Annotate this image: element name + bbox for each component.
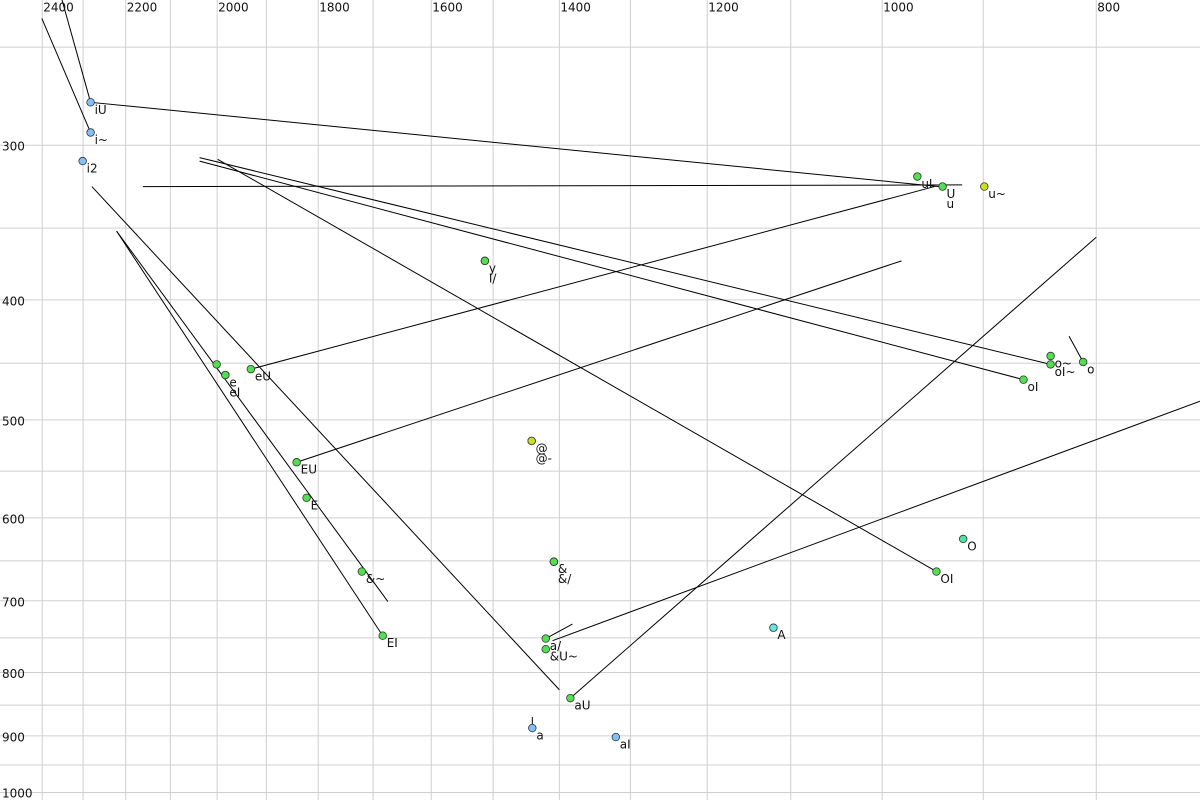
point (913, 172, 922, 181)
point-label: O (967, 539, 976, 553)
point (212, 360, 221, 369)
trajectory (199, 160, 1024, 381)
point-label: A (777, 628, 786, 642)
point-label: eI (229, 386, 240, 400)
point-label: &/ (558, 572, 572, 586)
x-tick-label: 2000 (218, 1, 249, 15)
point (959, 534, 968, 544)
point (221, 370, 230, 380)
trajectory (142, 184, 963, 188)
point (302, 493, 311, 502)
point (611, 732, 620, 742)
point-label: y (489, 261, 496, 275)
x-tick-label: 1600 (432, 1, 463, 15)
trajectory (545, 623, 573, 640)
trajectories (41, 0, 1200, 729)
point-label: EI (387, 636, 398, 650)
y-tick-label: 900 (2, 730, 25, 744)
point-label: u (947, 197, 955, 211)
trajectory (570, 236, 1097, 699)
trajectory (199, 157, 1051, 365)
point (246, 364, 256, 374)
point-label: &U~ (550, 650, 578, 664)
trajectory (61, 0, 92, 103)
point-label: eU (255, 370, 271, 384)
trajectory (1068, 336, 1084, 363)
point-label: aI (620, 738, 631, 752)
point (378, 631, 387, 640)
trajectory (91, 186, 560, 691)
point (357, 567, 367, 576)
point-label: oI (1028, 380, 1039, 394)
point (292, 458, 301, 467)
trajectory (217, 158, 937, 572)
point (980, 182, 989, 191)
point (1046, 351, 1055, 361)
point-label: @ (536, 441, 548, 455)
x-tick-label: 1000 (883, 1, 914, 15)
point-label: i~ (95, 133, 108, 147)
y-tick-label: 500 (2, 414, 25, 428)
point-label: iU (95, 103, 107, 117)
y-tick-label: 700 (2, 595, 25, 609)
x-tick-label: 1200 (708, 1, 739, 15)
point-label: & (558, 562, 567, 576)
trajectory (296, 260, 902, 463)
point-label: E (311, 498, 319, 512)
point-label: i2 (87, 162, 98, 176)
point-label: e (229, 376, 236, 390)
point-label: a/ (550, 639, 562, 653)
point (932, 567, 941, 576)
y-tick-label: 800 (2, 667, 25, 681)
point-label: o~ (1055, 356, 1072, 370)
trajectory (90, 101, 940, 188)
point-label: uI (921, 177, 932, 191)
x-tick-label: 2400 (43, 1, 74, 15)
point-label: OI (940, 572, 953, 586)
point-label: U (947, 187, 956, 201)
point (566, 693, 575, 703)
points (78, 98, 1088, 742)
point-label: aU (574, 699, 590, 713)
point (86, 128, 95, 137)
point-label: u~ (988, 187, 1006, 201)
y-tick-label: 400 (2, 294, 25, 308)
point-label: oI~ (1055, 365, 1076, 379)
labels: 2400 2200 2000 1800 1600 1400 1200 1000 800 300 40… (2, 1, 1120, 800)
trajectory (552, 400, 1200, 642)
trajectory (116, 230, 389, 602)
point-label: o (1087, 363, 1094, 377)
trajectory (250, 186, 935, 370)
point (1046, 360, 1055, 369)
point (769, 623, 778, 632)
point (1019, 375, 1028, 384)
point (938, 182, 947, 191)
point (541, 644, 550, 654)
point (527, 436, 536, 446)
y-tick-label: 300 (2, 140, 25, 154)
point (86, 98, 95, 107)
point-label: a (536, 729, 543, 743)
y-tick-label: 600 (2, 512, 25, 526)
point-label: I/ (489, 271, 498, 285)
point-label: @- (536, 451, 552, 465)
trajectory (41, 18, 92, 133)
trajectory (116, 230, 384, 636)
point (78, 156, 87, 166)
x-tick-label: 1400 (560, 1, 591, 15)
x-tick-label: 1800 (319, 1, 350, 15)
point (1078, 357, 1088, 367)
x-tick-label: 800 (1097, 1, 1120, 15)
point (480, 256, 490, 266)
point (549, 557, 559, 566)
point-label: &~ (366, 572, 385, 586)
point (541, 634, 550, 643)
x-tick-label: 2200 (127, 1, 158, 15)
y-tick-label: 1000 (2, 787, 33, 800)
point-label: EU (301, 463, 317, 477)
point (528, 723, 537, 733)
